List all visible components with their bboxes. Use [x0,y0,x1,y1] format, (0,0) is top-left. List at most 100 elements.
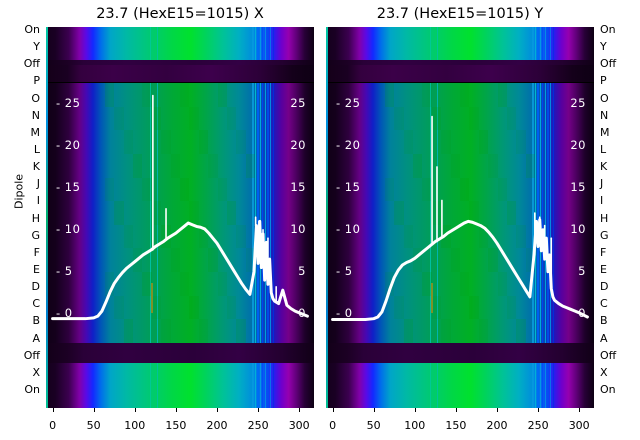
heat-cell [151,106,162,131]
x-tick-mark [496,408,498,412]
panel-x[interactable]: - 25 25 - 20 20 - 15 15 - 10 10 - 5 5 - 0 0 [46,27,314,408]
heat-stripe [264,363,266,408]
heat-cell [245,153,256,178]
x-tick-label: 200 [486,419,508,432]
heat-stripe [544,27,546,60]
heat-cell [114,295,124,320]
heat-band-sub-band [46,65,314,82]
heat-cell [217,83,227,107]
x-tick-mark [299,408,301,412]
x-tick-mark [93,408,95,412]
heat-cell [180,83,190,107]
heat-cell [422,83,432,107]
heat-stripe [429,83,431,343]
x-tick-label: 150 [165,419,187,432]
heat-cell [114,201,124,225]
heat-cell [516,224,526,249]
heat-cell [151,295,162,320]
heat-cell [104,83,115,107]
heat-cell [236,224,246,249]
edge-color-strip [46,27,48,408]
heat-stripe [547,363,549,408]
heat-cell [460,83,470,107]
y-tick-label: - 20 [56,137,81,152]
heat-stripe [254,83,256,343]
heat-stripe [257,27,259,60]
heat-cell [413,248,423,273]
heat-stripe [550,83,552,343]
y-tick-label: 0 [578,305,586,320]
heat-cell [208,153,218,178]
heat-stripe [552,27,555,60]
heat-stripe [264,27,266,60]
heat-band-gap-upper [46,60,314,65]
x-axis-right: 0 50 100 150 200 250 300 [326,408,594,438]
heat-cell [142,177,152,202]
heat-stripe [429,363,431,408]
heat-stripe [550,363,552,408]
category-label-right: K [600,160,608,174]
heat-stripe [262,83,264,343]
category-label-right: A [600,331,608,345]
heatmap-y[interactable]: - 25 25 - 20 20 - 15 15 - 10 10 - 5 5 - 0 0 [326,27,594,408]
heat-cell [161,224,171,249]
y-tick-label: - 10 [336,221,361,236]
category-label-right: Off [600,348,617,362]
x-tick-mark [216,408,218,412]
heat-cell [497,272,507,296]
category-label-right: C [600,297,608,311]
heat-cell [104,272,115,296]
heat-stripe [547,83,549,343]
heat-stripe [537,27,539,60]
category-label-right: D [600,280,609,294]
x-tick-label: 150 [445,419,467,432]
heat-cell [142,83,152,107]
x-tick-label: 250 [527,419,549,432]
heat-stripe [542,363,544,408]
heat-cell [516,319,526,343]
heat-stripe [552,363,555,408]
y-tick-label: 25 [570,95,586,110]
x-tick-mark [332,408,334,412]
x-tick-mark [373,408,375,412]
heat-stripe [156,83,158,343]
heat-cell [478,130,489,154]
heat-stripe [270,83,272,343]
heat-cell [170,248,180,273]
category-label-left: B [32,314,40,328]
heat-cell [384,177,395,202]
heat-cell [431,295,442,320]
category-label-right: N [600,108,609,122]
category-label-left: M [30,125,41,139]
category-label-left: K [32,160,40,174]
heatmap-x[interactable]: - 25 25 - 20 20 - 15 15 - 10 10 - 5 5 - 0 0 [46,27,314,408]
x-tick-mark [52,408,54,412]
heat-cell [488,153,498,178]
category-label-left: L [33,143,40,156]
heat-cell [506,106,517,131]
heat-stripe [552,83,555,343]
heat-cell [469,106,479,131]
heat-cell [104,177,115,202]
category-label-right: I [600,194,604,208]
heat-stripe [156,27,158,60]
category-label-left: O [31,91,40,105]
heat-cell [180,272,190,296]
y-tick-label: - 25 [336,95,361,110]
category-label-right: G [600,228,609,242]
heat-cell [516,130,526,154]
panel-y[interactable]: - 25 25 - 20 20 - 15 15 - 10 10 - 5 5 - 0 0 [326,27,594,408]
heat-cell [245,248,256,273]
heat-stripe [532,27,534,60]
heat-cell [217,272,227,296]
y-tick-label: 15 [290,179,306,194]
y-tick-label: - 0 [336,305,353,320]
heat-stripe [537,363,539,408]
heat-cell [198,130,209,154]
category-label-left: On [24,23,40,36]
heat-cell [413,153,423,178]
heat-cell [450,248,460,273]
heat-stripe [270,363,272,408]
heat-cell [226,106,237,131]
heat-cell [217,177,227,202]
